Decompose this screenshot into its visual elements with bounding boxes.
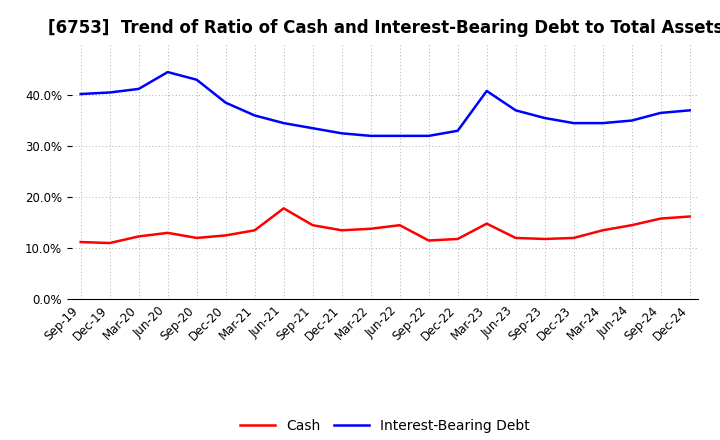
- Interest-Bearing Debt: [570, 121, 578, 126]
- Cash: [482, 221, 491, 226]
- Interest-Bearing Debt: [163, 70, 172, 75]
- Cash: [308, 223, 317, 228]
- Interest-Bearing Debt: [657, 110, 665, 116]
- Cash: [135, 234, 143, 239]
- Interest-Bearing Debt: [338, 131, 346, 136]
- Interest-Bearing Debt: [627, 118, 636, 123]
- Cash: [570, 235, 578, 241]
- Interest-Bearing Debt: [454, 128, 462, 133]
- Cash: [221, 233, 230, 238]
- Interest-Bearing Debt: [424, 133, 433, 139]
- Interest-Bearing Debt: [279, 121, 288, 126]
- Cash: [366, 226, 375, 231]
- Cash: [76, 239, 85, 245]
- Cash: [598, 227, 607, 233]
- Interest-Bearing Debt: [221, 100, 230, 105]
- Cash: [279, 206, 288, 211]
- Interest-Bearing Debt: [251, 113, 259, 118]
- Cash: [338, 227, 346, 233]
- Cash: [685, 214, 694, 219]
- Cash: [105, 240, 114, 246]
- Interest-Bearing Debt: [511, 108, 520, 113]
- Cash: [192, 235, 201, 241]
- Cash: [657, 216, 665, 221]
- Line: Cash: Cash: [81, 209, 690, 243]
- Cash: [395, 223, 404, 228]
- Interest-Bearing Debt: [192, 77, 201, 82]
- Cash: [511, 235, 520, 241]
- Cash: [424, 238, 433, 243]
- Interest-Bearing Debt: [598, 121, 607, 126]
- Interest-Bearing Debt: [135, 86, 143, 92]
- Interest-Bearing Debt: [76, 92, 85, 97]
- Interest-Bearing Debt: [685, 108, 694, 113]
- Cash: [627, 223, 636, 228]
- Interest-Bearing Debt: [308, 125, 317, 131]
- Interest-Bearing Debt: [366, 133, 375, 139]
- Interest-Bearing Debt: [105, 90, 114, 95]
- Legend: Cash, Interest-Bearing Debt: Cash, Interest-Bearing Debt: [235, 413, 536, 438]
- Interest-Bearing Debt: [541, 115, 549, 121]
- Cash: [163, 230, 172, 235]
- Cash: [454, 236, 462, 242]
- Interest-Bearing Debt: [482, 88, 491, 94]
- Cash: [251, 227, 259, 233]
- Line: Interest-Bearing Debt: Interest-Bearing Debt: [81, 72, 690, 136]
- Interest-Bearing Debt: [395, 133, 404, 139]
- Title: [6753]  Trend of Ratio of Cash and Interest-Bearing Debt to Total Assets: [6753] Trend of Ratio of Cash and Intere…: [48, 19, 720, 37]
- Cash: [541, 236, 549, 242]
